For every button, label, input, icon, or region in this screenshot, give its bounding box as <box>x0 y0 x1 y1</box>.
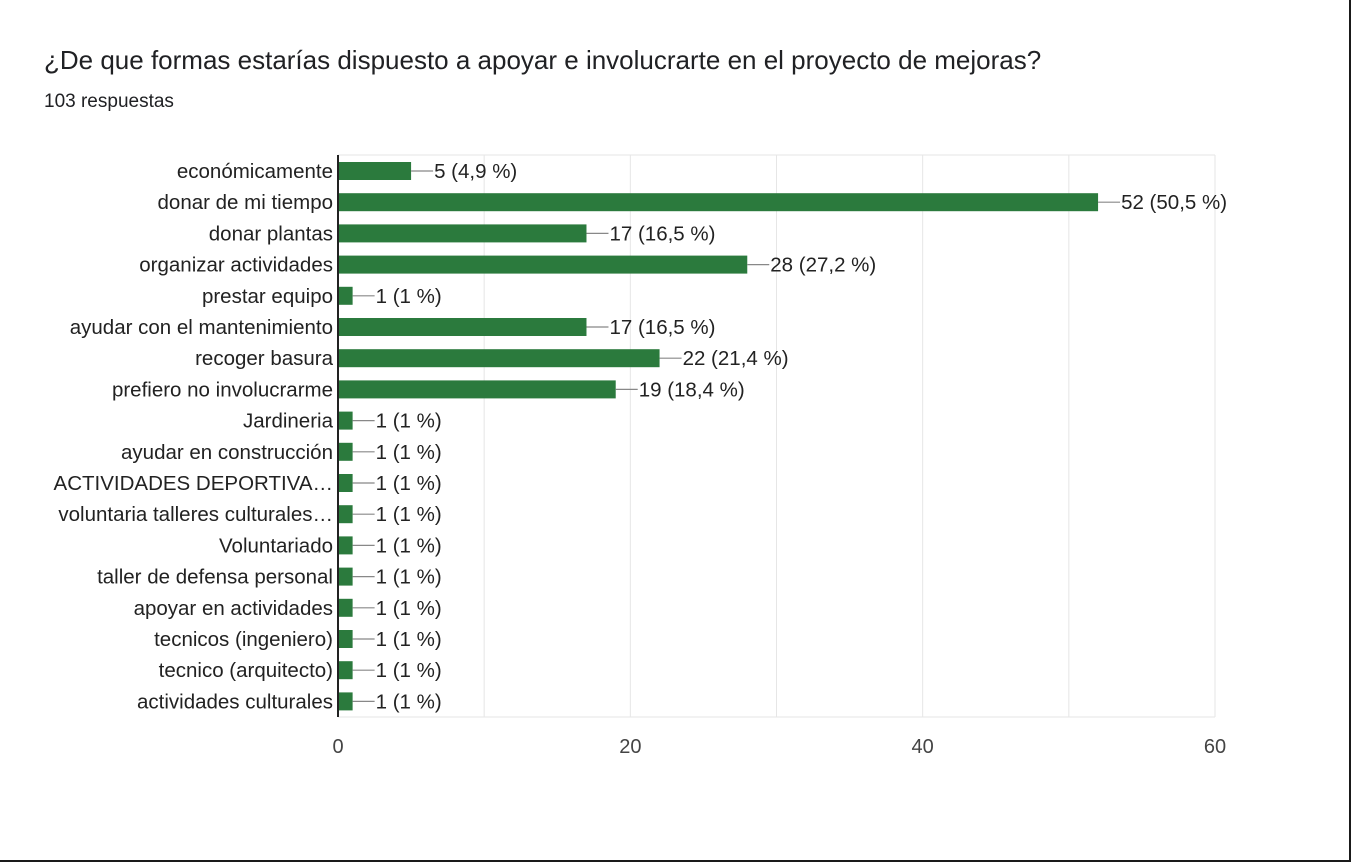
category-label: ACTIVIDADES DEPORTIVA… <box>54 472 333 495</box>
category-label: recoger basura <box>195 347 333 370</box>
data-label: 1 (1 %) <box>376 690 442 713</box>
bar[interactable] <box>338 442 353 461</box>
bar[interactable] <box>338 536 353 555</box>
category-label: prefiero no involucrarme <box>112 378 333 401</box>
data-label: 52 (50,5 %) <box>1121 191 1227 214</box>
bar[interactable] <box>338 692 353 711</box>
category-label: ayudar con el mantenimiento <box>70 316 333 339</box>
bar[interactable] <box>338 474 353 492</box>
category-label: Jardineria <box>243 410 334 433</box>
category-label: donar de mi tiempo <box>158 191 333 214</box>
data-label: 17 (16,5 %) <box>609 222 715 245</box>
bar[interactable] <box>338 255 748 274</box>
data-label: 1 (1 %) <box>376 534 442 557</box>
bar[interactable] <box>338 630 353 648</box>
bars-layer <box>338 162 1099 711</box>
data-label: 1 (1 %) <box>376 566 442 589</box>
labels-layer: económicamente 5 (4,9 %) donar de mi tiemp… <box>54 160 1228 713</box>
data-label: 22 (21,4 %) <box>683 347 789 370</box>
data-label: 1 (1 %) <box>376 285 442 308</box>
category-label: taller de defensa personal <box>97 566 333 589</box>
data-label: 28 (27,2 %) <box>770 254 876 277</box>
x-tick-label: 20 <box>619 736 641 758</box>
bar[interactable] <box>338 193 1099 212</box>
data-label: 1 (1 %) <box>376 472 442 495</box>
x-tick-label: 60 <box>1204 736 1226 758</box>
data-label: 1 (1 %) <box>376 410 442 433</box>
data-label: 19 (18,4 %) <box>639 378 745 401</box>
category-label: ayudar en construcción <box>121 441 333 464</box>
bar[interactable] <box>338 411 353 430</box>
category-label: tecnicos (ingeniero) <box>154 628 333 651</box>
category-label: voluntaria talleres culturales… <box>58 503 333 526</box>
data-label: 5 (4,9 %) <box>434 160 517 183</box>
data-label: 1 (1 %) <box>376 597 442 620</box>
response-count: 103 respuestas <box>44 91 174 112</box>
category-label: actividades culturales <box>137 690 333 713</box>
bar[interactable] <box>338 224 587 243</box>
category-label: tecnico (arquitecto) <box>159 659 333 682</box>
bar[interactable] <box>338 505 353 524</box>
bar[interactable] <box>338 661 353 680</box>
data-label: 1 (1 %) <box>376 659 442 682</box>
data-label: 1 (1 %) <box>376 441 442 464</box>
x-tick-label: 0 <box>332 736 343 758</box>
bar[interactable] <box>338 318 587 336</box>
grid-layer <box>338 154 1216 718</box>
data-label: 1 (1 %) <box>376 628 442 651</box>
data-label: 1 (1 %) <box>376 503 442 526</box>
category-label: apoyar en actividades <box>134 597 333 620</box>
bar[interactable] <box>338 286 353 305</box>
data-label: 17 (16,5 %) <box>609 316 715 339</box>
category-label: donar plantas <box>209 222 333 245</box>
bar[interactable] <box>338 598 353 617</box>
axis-layer: 0 20 40 60 <box>332 155 1226 758</box>
bar[interactable] <box>338 380 616 399</box>
x-tick-label: 40 <box>912 736 934 758</box>
category-label: económicamente <box>177 160 333 183</box>
bar[interactable] <box>338 567 353 586</box>
question-title: ¿De que formas estarías dispuesto a apoy… <box>44 45 1042 75</box>
bar[interactable] <box>338 349 660 368</box>
category-label: prestar equipo <box>202 285 333 308</box>
bar[interactable] <box>338 162 412 180</box>
category-label: Voluntariado <box>219 534 333 557</box>
category-label: organizar actividades <box>139 254 333 277</box>
